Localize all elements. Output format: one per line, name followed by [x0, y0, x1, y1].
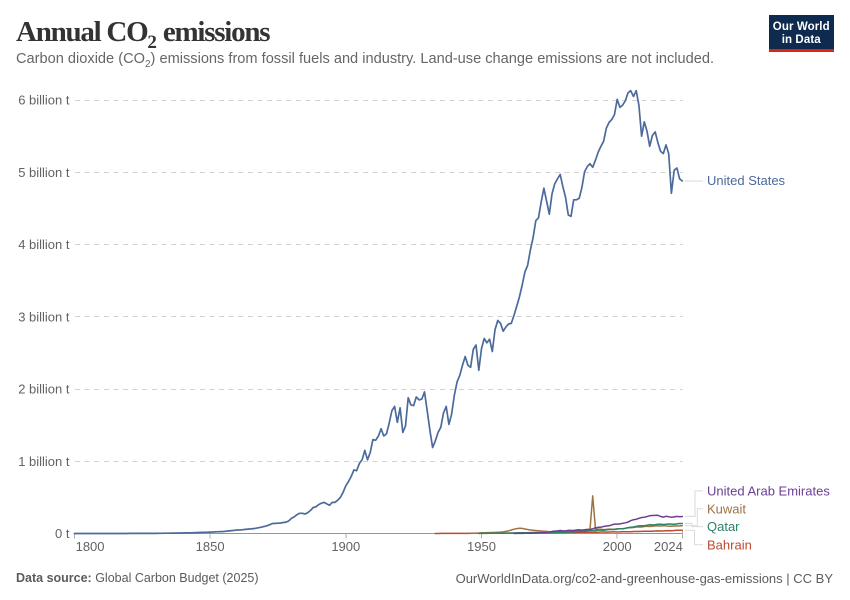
svg-text:5 billion t: 5 billion t: [18, 165, 70, 180]
svg-text:1800: 1800: [76, 539, 105, 554]
svg-text:6 billion t: 6 billion t: [18, 93, 70, 108]
svg-text:0 t: 0 t: [55, 526, 70, 541]
svg-text:1900: 1900: [331, 539, 360, 554]
svg-text:2000: 2000: [603, 539, 632, 554]
svg-text:2 billion t: 2 billion t: [18, 382, 70, 397]
svg-text:Qatar: Qatar: [707, 519, 740, 534]
svg-text:4 billion t: 4 billion t: [18, 237, 70, 252]
svg-text:3 billion t: 3 billion t: [18, 309, 70, 324]
svg-text:1950: 1950: [467, 539, 496, 554]
svg-text:1 billion t: 1 billion t: [18, 454, 70, 469]
svg-text:United States: United States: [707, 173, 786, 188]
svg-text:Kuwait: Kuwait: [707, 501, 746, 516]
svg-text:1850: 1850: [196, 539, 225, 554]
svg-text:Bahrain: Bahrain: [707, 537, 752, 552]
svg-text:2024: 2024: [654, 539, 683, 554]
svg-text:United Arab Emirates: United Arab Emirates: [707, 484, 830, 499]
